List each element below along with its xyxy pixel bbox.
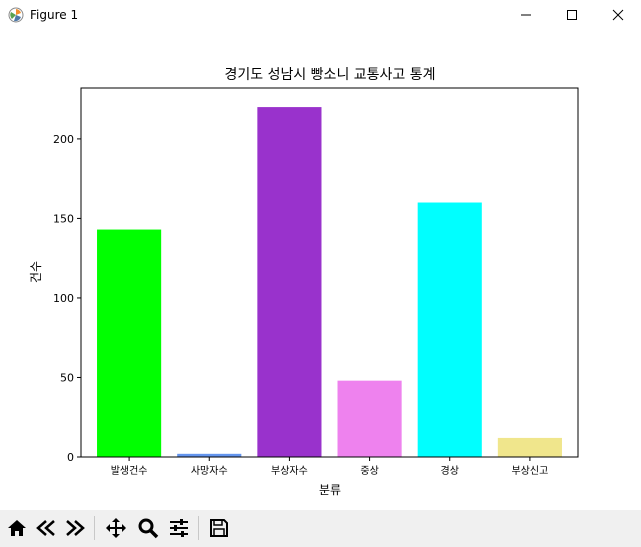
navigation-toolbar [0,510,641,547]
window-titlebar: Figure 1 [0,0,641,30]
bar-1 [97,229,162,457]
matplotlib-icon [8,7,24,23]
back-button[interactable] [33,514,59,542]
zoom-button[interactable] [135,514,161,542]
pan-icon [106,518,126,538]
y-tick-label: 100 [53,292,74,305]
pan-button[interactable] [103,514,129,542]
x-tick-label: 부상자수 [271,465,308,477]
x-tick-label: 경상 [441,464,459,477]
save-button[interactable] [206,514,232,542]
bar-2 [177,453,242,457]
home-button[interactable] [4,514,30,542]
minimize-icon [521,14,531,16]
back-icon [36,520,55,536]
y-tick-label: 200 [53,133,74,146]
x-tick-label: 사망자수 [191,465,228,477]
chart-title: 경기도 성남시 빵소니 교통사고 통계 [225,67,436,83]
figure-canvas[interactable]: 경기도 성남시 빵소니 교통사고 통계 0 50 100 150 200 발생건수 사망자… [0,30,641,510]
x-tick-label: 발생건수 [111,465,148,477]
toolbar-separator [198,516,199,540]
x-tick-label: 중상 [360,465,378,477]
bar-6 [497,437,562,457]
bar-chart: 경기도 성남시 빵소니 교통사고 통계 0 50 100 150 200 발생건수 사망자… [29,67,579,497]
configure-subplots-button[interactable] [166,514,192,542]
window-title: Figure 1 [30,8,79,22]
minimize-button[interactable] [503,0,549,30]
bar-3 [257,107,322,457]
forward-button[interactable] [62,514,88,542]
x-tick-label: 부상신고 [511,465,548,477]
close-icon [612,9,624,21]
save-icon [210,519,228,537]
close-button[interactable] [595,0,641,30]
home-icon [8,520,26,536]
zoom-icon [138,518,159,539]
y-tick-label: 0 [67,451,74,464]
bar-5 [417,202,482,457]
bar-4 [337,380,402,457]
y-tick-label: 50 [60,371,74,384]
toolbar-separator [94,516,95,540]
plot-frame [80,87,579,458]
y-tick-label: 150 [53,212,74,225]
x-axis-label: 분류 [319,483,341,497]
configure-subplots-icon [170,519,188,537]
forward-icon [66,520,85,536]
maximize-icon [567,10,577,20]
maximize-button[interactable] [549,0,595,30]
y-axis-label: 건수 [29,261,43,283]
